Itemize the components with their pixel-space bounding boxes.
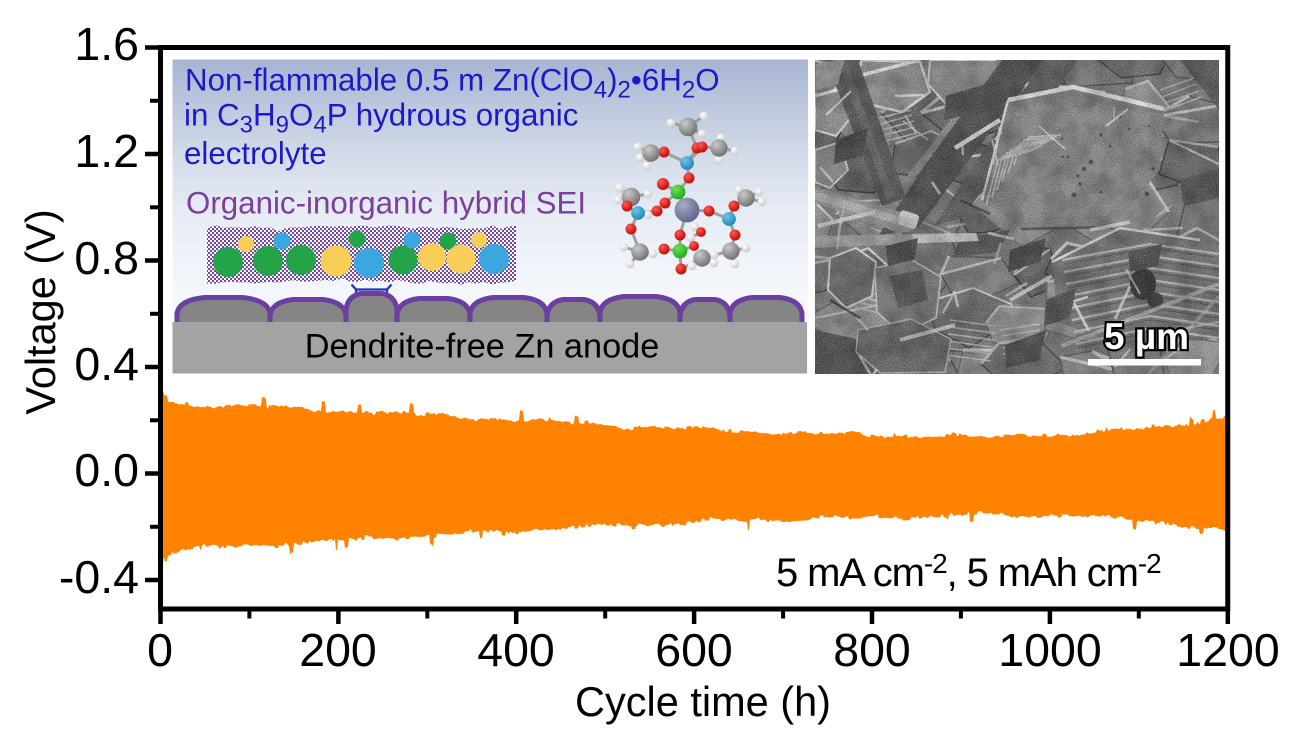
svg-text:0.0: 0.0 <box>74 444 139 496</box>
svg-text:1.2: 1.2 <box>74 125 139 177</box>
svg-text:400: 400 <box>477 624 555 676</box>
svg-text:5 mA cm-2, 5 mAh cm-2: 5 mA cm-2, 5 mAh cm-2 <box>776 548 1161 595</box>
svg-text:Organic-inorganic hybrid SEI: Organic-inorganic hybrid SEI <box>186 186 586 221</box>
svg-text:0.4: 0.4 <box>74 338 139 390</box>
svg-text:Non-flammable 0.5 m Zn(ClO4​)2: Non-flammable 0.5 m Zn(ClO4​)2​•6H2​O <box>185 63 720 104</box>
svg-text:electrolyte: electrolyte <box>184 136 327 171</box>
svg-text:Voltage (V): Voltage (V) <box>17 209 64 414</box>
svg-text:200: 200 <box>299 624 377 676</box>
svg-text:1200: 1200 <box>1176 624 1279 676</box>
svg-text:0.8: 0.8 <box>74 232 139 284</box>
svg-text:600: 600 <box>655 624 733 676</box>
svg-text:Dendrite-free Zn anode: Dendrite-free Zn anode <box>305 328 660 366</box>
svg-text:1.6: 1.6 <box>74 18 139 70</box>
svg-text:0: 0 <box>147 624 173 676</box>
svg-text:800: 800 <box>833 624 911 676</box>
svg-text:-0.4: -0.4 <box>59 551 139 603</box>
svg-text:5 µm: 5 µm <box>1104 316 1189 357</box>
svg-text:1000: 1000 <box>998 624 1101 676</box>
svg-text:Cycle time (h): Cycle time (h) <box>575 678 831 725</box>
